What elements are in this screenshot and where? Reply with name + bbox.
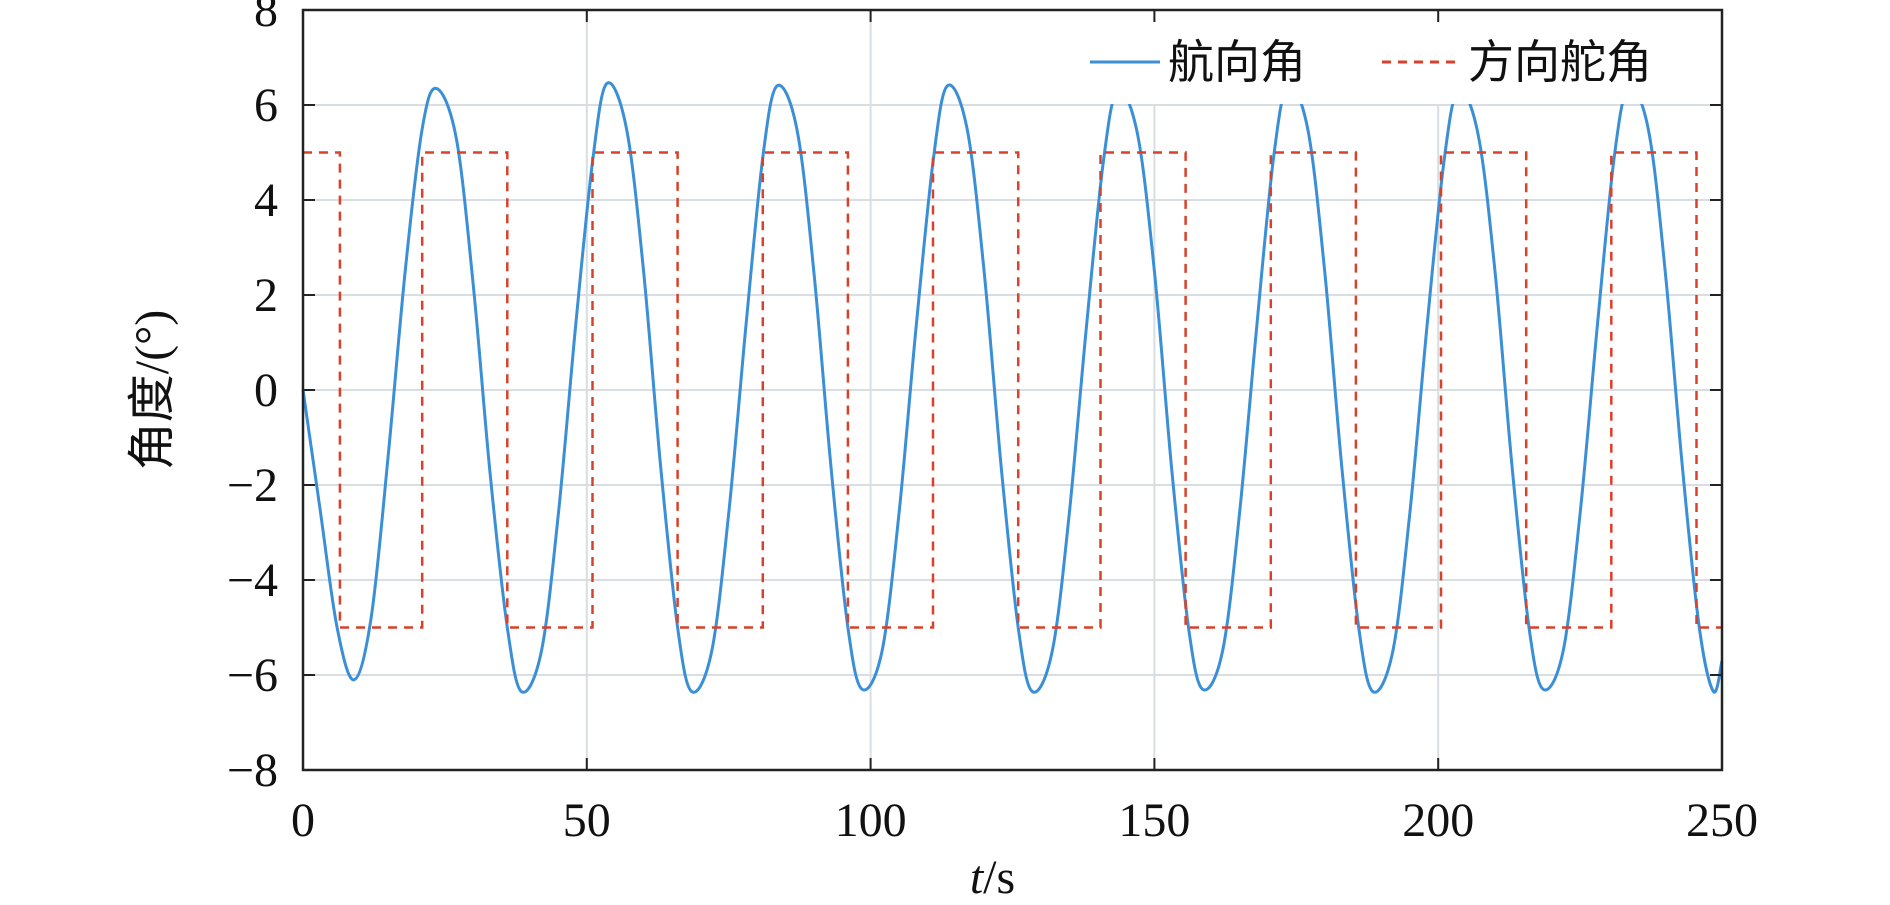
x-tick-label: 150 <box>1118 794 1190 847</box>
y-tick-label: −4 <box>227 554 278 607</box>
x-tick-label: 100 <box>835 794 907 847</box>
plot-series <box>301 81 1724 694</box>
x-tick-label: 50 <box>563 794 611 847</box>
legend: 航向角 方向舵角 <box>1080 22 1710 104</box>
legend-label-rudder: 方向舵角 <box>1468 35 1652 89</box>
rudder-angle-line <box>303 151 1722 629</box>
y-axis-title: 角度/(°) <box>126 310 179 471</box>
x-tick-label: 0 <box>291 794 315 847</box>
x-axis-title: t/s <box>970 851 1015 904</box>
y-tick-label: −2 <box>227 459 278 512</box>
y-tick-label: 4 <box>254 174 278 227</box>
grid-lines <box>303 10 1722 770</box>
y-tick-label: 8 <box>254 0 278 37</box>
tick-labels: 0 50 100 150 200 250 −8 −6 −4 −2 0 2 4 6 8 <box>227 0 1758 847</box>
x-tick-label: 250 <box>1686 794 1758 847</box>
y-tick-label: 0 <box>254 364 278 417</box>
legend-label-heading: 航向角 <box>1168 35 1306 89</box>
x-axis-title-symbol: t <box>970 851 985 904</box>
y-tick-label: 6 <box>254 79 278 132</box>
y-tick-label: −6 <box>227 649 278 702</box>
heading-angle-line <box>301 81 1724 694</box>
y-tick-label: 2 <box>254 269 278 322</box>
x-tick-label: 200 <box>1402 794 1474 847</box>
y-tick-label: −8 <box>227 744 278 797</box>
axis-ticks <box>302 9 1723 771</box>
x-axis-title-unit: /s <box>983 851 1015 904</box>
legend-background <box>1080 22 1710 104</box>
